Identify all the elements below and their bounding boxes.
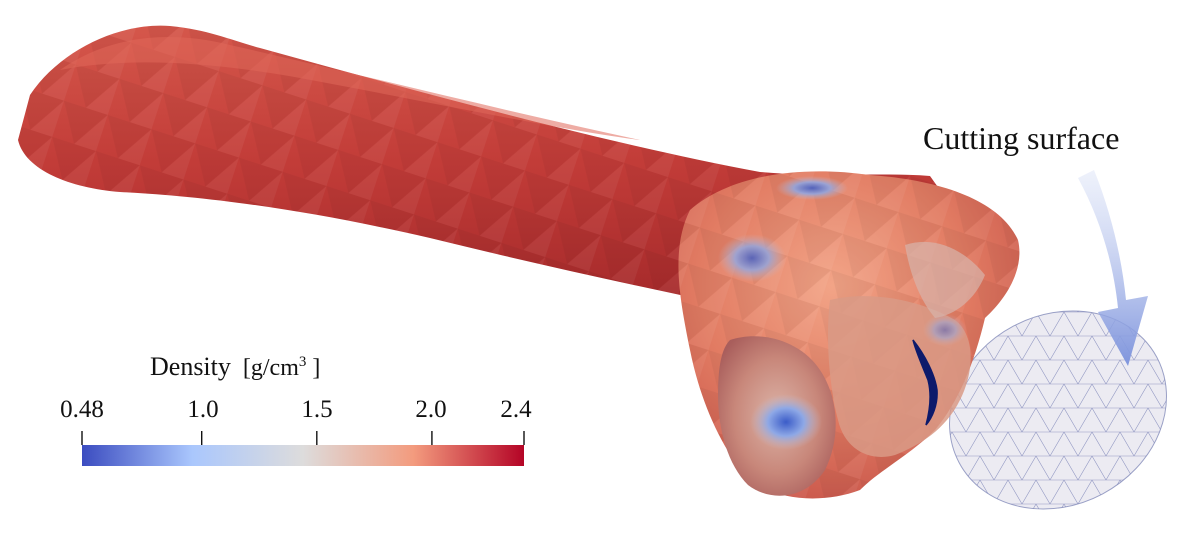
density-colorbar: [81, 431, 525, 466]
colorbar-tick-label: 1.0: [187, 396, 219, 423]
colorbar-title-text: Density: [150, 352, 231, 381]
colorbar-unit: [g/cm3 ]: [242, 354, 321, 381]
colorbar-tick-label: 0.48: [60, 396, 104, 423]
low-density-regions: [718, 176, 967, 450]
crack-line: [912, 339, 938, 426]
colorbar-tick-label: 2.4: [500, 396, 532, 423]
cutting-direction-arrow: [1078, 170, 1148, 366]
colorbar-unit-exponent: 3: [298, 354, 307, 370]
colorbar-gradient: [82, 445, 524, 466]
colorbar-unit-prefix: [g/cm: [242, 355, 299, 381]
colorbar-tick-label: 2.0: [415, 396, 447, 423]
colorbar-title: Density [g/cm3 ]: [150, 352, 470, 382]
cutting-surface-label: Cutting surface: [923, 120, 1120, 156]
colorbar-unit-suffix: ]: [306, 355, 321, 381]
colorbar-tick-label: 1.5: [301, 396, 333, 423]
